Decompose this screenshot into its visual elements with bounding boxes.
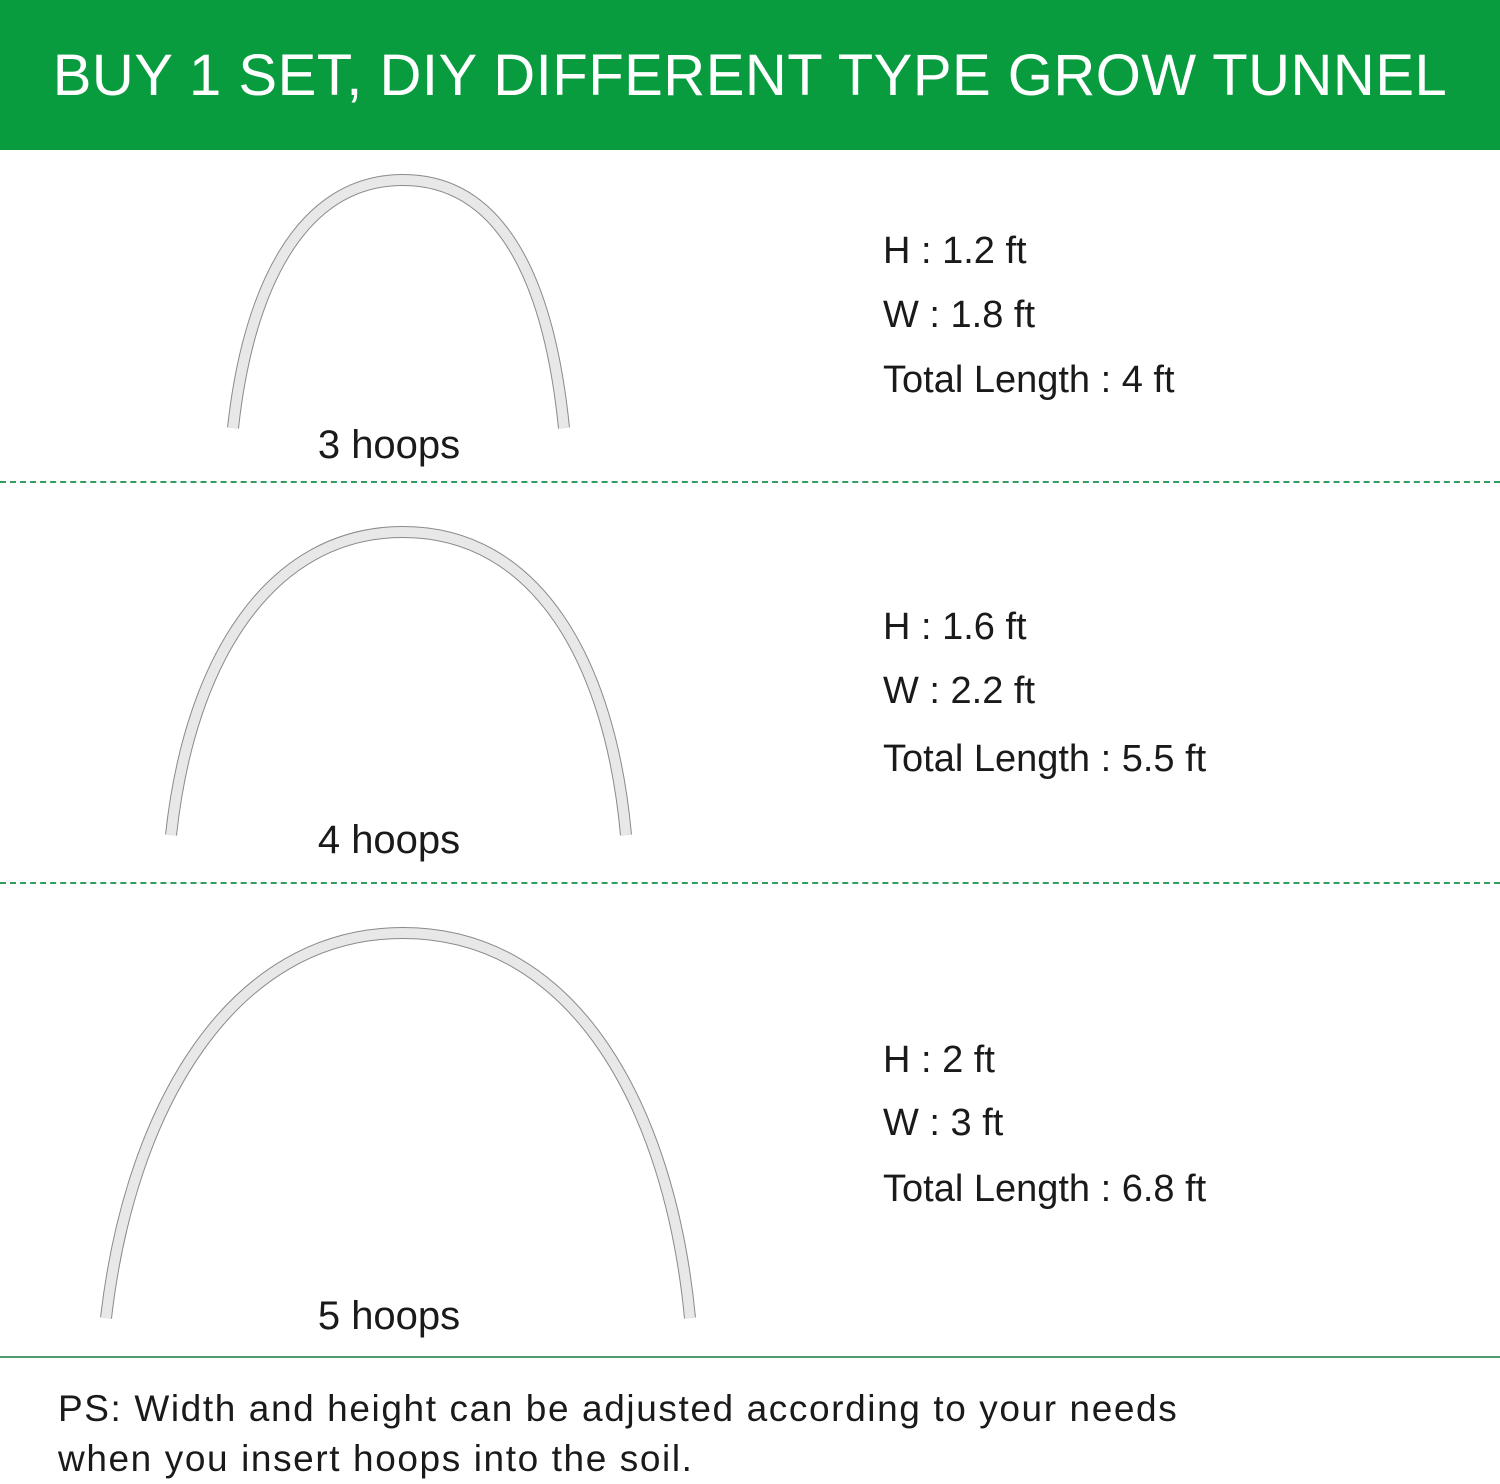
header-banner: BUY 1 SET, DIY DIFFERENT TYPE GROW TUNNE… bbox=[0, 0, 1500, 150]
hoop-count-label: 5 hoops bbox=[317, 1294, 461, 1338]
hoop-count-label: 4 hoops bbox=[317, 818, 461, 862]
spec-height: H : 1.6 ft bbox=[883, 606, 1027, 648]
hoop-count-label: 3 hoops bbox=[317, 423, 461, 467]
section-divider bbox=[0, 882, 1500, 884]
footer-note-line2: when you insert hoops into the soil. bbox=[58, 1438, 694, 1479]
spec-width: W : 1.8 ft bbox=[883, 294, 1036, 336]
section-divider bbox=[0, 481, 1500, 483]
footer-note-line1: PS: Width and height can be adjusted acc… bbox=[58, 1388, 1179, 1429]
footer-divider bbox=[0, 1356, 1500, 1358]
footer-note: PS: Width and height can be adjusted acc… bbox=[58, 1384, 1178, 1484]
spec-height: H : 1.2 ft bbox=[883, 230, 1027, 272]
spec-total-length: Total Length : 6.8 ft bbox=[883, 1168, 1207, 1210]
hoop-arc-4 bbox=[165, 525, 632, 836]
page-title: BUY 1 SET, DIY DIFFERENT TYPE GROW TUNNE… bbox=[52, 42, 1448, 108]
spec-height: H : 2 ft bbox=[883, 1039, 995, 1081]
spec-width: W : 2.2 ft bbox=[883, 670, 1036, 712]
hoop-arc-3 bbox=[227, 173, 570, 429]
spec-total-length: Total Length : 4 ft bbox=[883, 359, 1175, 401]
spec-total-length: Total Length : 5.5 ft bbox=[883, 738, 1207, 780]
hoop-arc-5 bbox=[100, 926, 696, 1319]
spec-width: W : 3 ft bbox=[883, 1102, 1004, 1144]
